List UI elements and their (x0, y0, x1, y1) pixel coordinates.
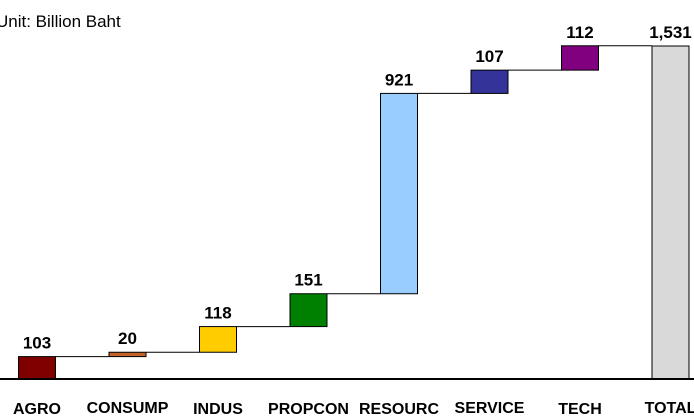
value-label: 107 (475, 47, 503, 66)
bar-agro (18, 356, 56, 380)
bar-resourc (380, 92, 418, 295)
value-label: 20 (118, 329, 137, 348)
value-labels: 103 20 118 151 921 107 112 1,531 (23, 23, 692, 353)
category-label: AGRO (13, 401, 61, 416)
category-label: SERVICE (455, 400, 525, 416)
category-label: INDUS (193, 401, 243, 416)
bar-propcon (289, 293, 328, 328)
connector-lines (55, 45, 652, 358)
value-label: 921 (385, 70, 413, 89)
category-label: CONSUMP (87, 400, 169, 416)
value-label: 151 (294, 271, 322, 290)
category-label: TECH (558, 401, 602, 416)
value-label: 118 (204, 304, 231, 323)
category-label: PROPCON (268, 401, 349, 416)
category-labels: AGRO CONSUMP INDUS PROPCON RESOURC SERVICE TEC… (13, 400, 694, 416)
bar-service (470, 69, 509, 94)
bar-total (651, 45, 690, 380)
bars (18, 45, 690, 380)
category-label: TOTAL (645, 400, 694, 416)
category-label: RESOURC (359, 401, 439, 416)
unit-label: Unit: Billion Baht (0, 12, 121, 31)
bar-tech (561, 45, 599, 71)
value-label: 1,531 (649, 23, 692, 42)
value-label: 103 (23, 334, 51, 353)
bar-consump (108, 351, 147, 358)
value-label: 112 (566, 23, 593, 42)
bar-indus (199, 326, 237, 353)
